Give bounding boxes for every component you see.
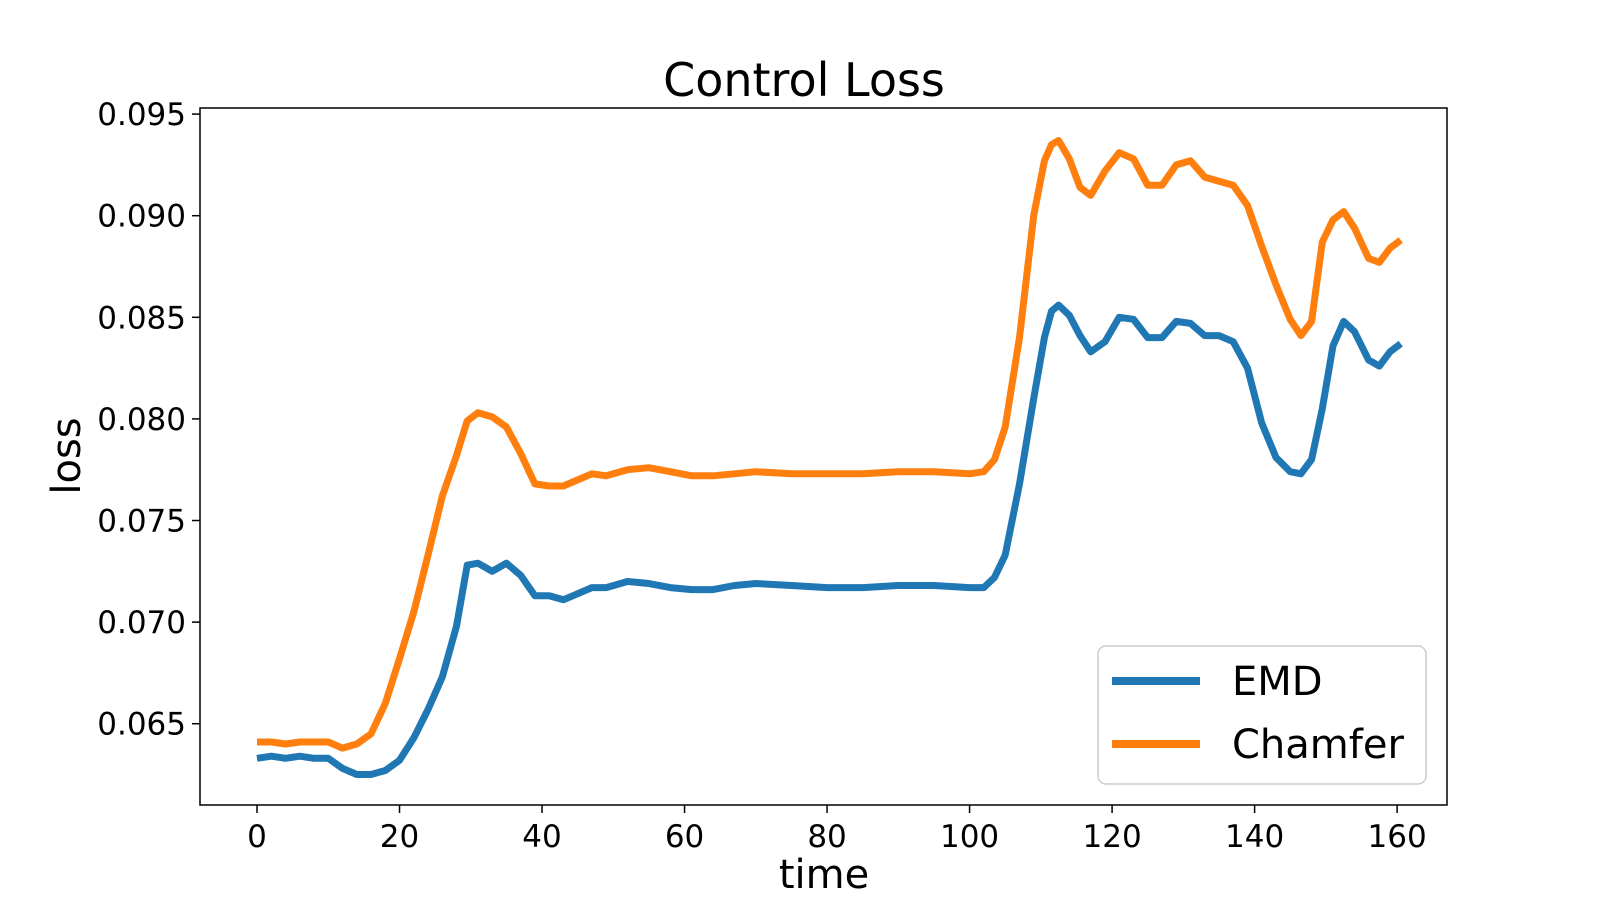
x-axis: 0 20 40 60 80 100 120 140 160: [247, 805, 1427, 855]
series-line-emd: [256, 301, 1403, 778]
x-tick-label: 60: [665, 819, 704, 855]
y-tick-label: 0.085: [97, 300, 186, 336]
y-tick-label: 0.090: [97, 199, 186, 235]
plot-frame: [199, 107, 1448, 806]
x-tick-label: 20: [380, 819, 419, 855]
x-tick-label: 100: [940, 819, 999, 855]
series-line-chamfer: [257, 137, 1403, 752]
y-tick-label: 0.080: [97, 402, 186, 438]
x-tick-label: 40: [522, 819, 561, 855]
chart-title: Control Loss: [663, 53, 945, 107]
x-tick-label: 160: [1368, 819, 1427, 855]
legend: EMD Chamfer: [1097, 645, 1427, 785]
y-axis: 0.065 0.070 0.075 0.080 0.085 0.090 0.095: [97, 97, 200, 743]
x-axis-title: time: [779, 852, 869, 898]
x-tick-label: 120: [1083, 819, 1142, 855]
x-tick-label: 80: [807, 819, 846, 855]
legend-label-chamfer: Chamfer: [1232, 722, 1404, 768]
y-axis-title: loss: [44, 417, 90, 494]
y-tick-label: 0.095: [97, 97, 186, 133]
y-tick-label: 0.070: [97, 605, 186, 641]
y-tick-label: 0.075: [97, 504, 186, 540]
plot-lines: [256, 137, 1403, 778]
legend-label-emd: EMD: [1232, 659, 1323, 705]
y-tick-label: 0.065: [97, 707, 186, 743]
x-tick-label: 0: [247, 819, 267, 855]
x-tick-label: 140: [1225, 819, 1284, 855]
